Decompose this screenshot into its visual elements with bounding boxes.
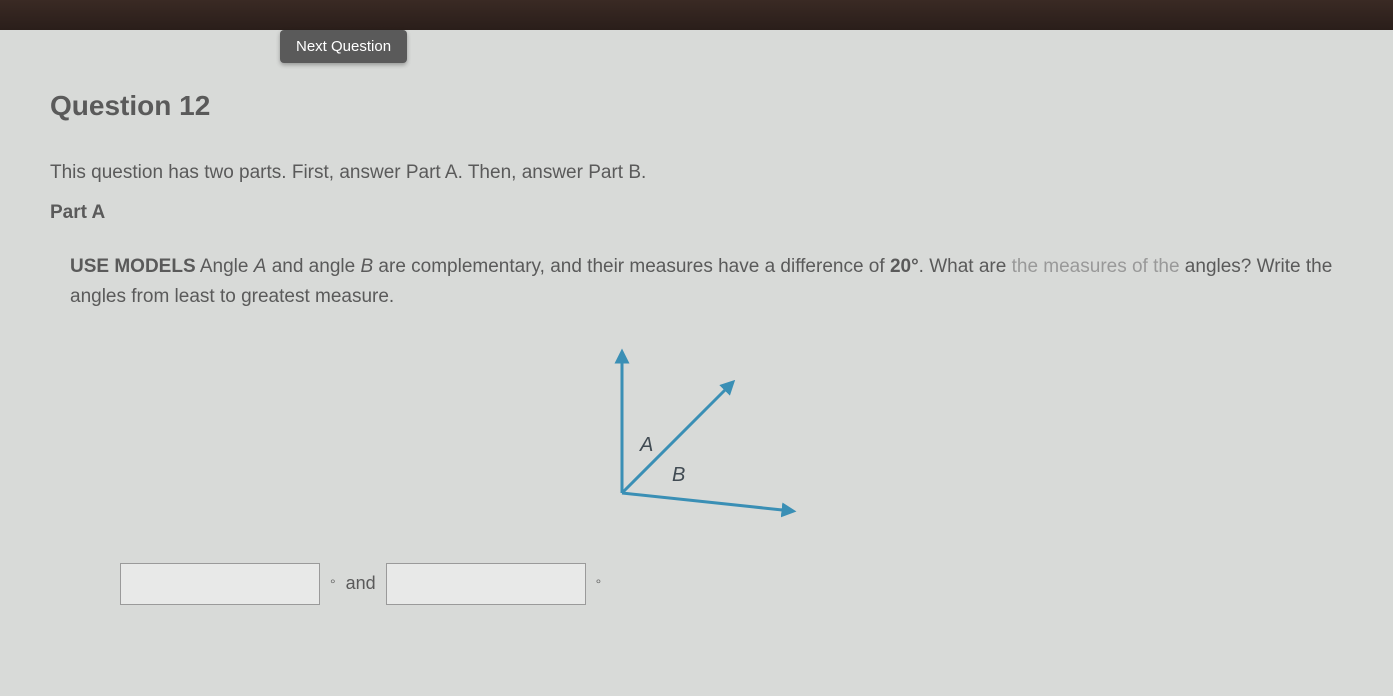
next-question-button[interactable]: Next Question (280, 30, 407, 63)
question-content: Question 12 This question has two parts.… (0, 30, 1393, 625)
svg-text:B: B (672, 464, 685, 486)
variable-b: B (360, 256, 373, 277)
answer-input-2[interactable] (386, 563, 586, 605)
question-intro: This question has two parts. First, answ… (50, 162, 1333, 184)
variable-a: A (254, 256, 267, 277)
question-number-heading: Question 12 (50, 90, 1333, 122)
prompt-faded: the measures of the (1012, 256, 1180, 277)
degree-unit-1: ° (330, 576, 336, 592)
difference-value: 20° (890, 256, 919, 277)
prompt-seg-3: are complementary, and their measures ha… (373, 256, 890, 277)
question-body: USE MODELS Angle A and angle B are compl… (50, 252, 1333, 605)
diagram-container: AB (70, 343, 1333, 533)
prompt-seg-2: and angle (266, 256, 360, 277)
svg-text:A: A (639, 434, 653, 456)
problem-text: USE MODELS Angle A and angle B are compl… (70, 252, 1333, 313)
answer-input-1[interactable] (120, 563, 320, 605)
answer-joiner: and (346, 573, 376, 594)
prompt-seg-1: Angle (196, 256, 254, 277)
prompt-seg-4: . What are (919, 256, 1012, 277)
answer-row: ° and ° (70, 563, 1333, 605)
part-a-label: Part A (50, 202, 1333, 224)
prompt-prefix: USE MODELS (70, 256, 196, 277)
top-bar (0, 0, 1393, 30)
degree-unit-2: ° (596, 576, 602, 592)
angle-diagram: AB (572, 343, 832, 533)
